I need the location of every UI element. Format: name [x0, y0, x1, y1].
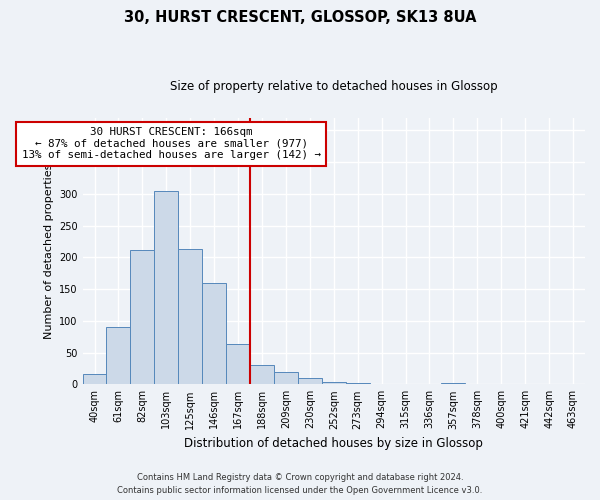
Bar — [106, 327, 130, 384]
Bar — [202, 283, 226, 384]
Bar — [250, 366, 274, 384]
Bar — [130, 250, 154, 384]
Text: 30 HURST CRESCENT: 166sqm
← 87% of detached houses are smaller (977)
13% of semi: 30 HURST CRESCENT: 166sqm ← 87% of detac… — [22, 128, 320, 160]
X-axis label: Distribution of detached houses by size in Glossop: Distribution of detached houses by size … — [184, 437, 483, 450]
Bar — [274, 372, 298, 384]
Text: 30, HURST CRESCENT, GLOSSOP, SK13 8UA: 30, HURST CRESCENT, GLOSSOP, SK13 8UA — [124, 10, 476, 25]
Bar — [346, 383, 370, 384]
Bar — [298, 378, 322, 384]
Title: Size of property relative to detached houses in Glossop: Size of property relative to detached ho… — [170, 80, 497, 93]
Bar — [442, 383, 466, 384]
Text: Contains HM Land Registry data © Crown copyright and database right 2024.
Contai: Contains HM Land Registry data © Crown c… — [118, 474, 482, 495]
Bar — [154, 191, 178, 384]
Bar — [83, 374, 106, 384]
Bar — [178, 249, 202, 384]
Bar — [226, 344, 250, 385]
Y-axis label: Number of detached properties: Number of detached properties — [44, 164, 53, 338]
Bar — [322, 382, 346, 384]
